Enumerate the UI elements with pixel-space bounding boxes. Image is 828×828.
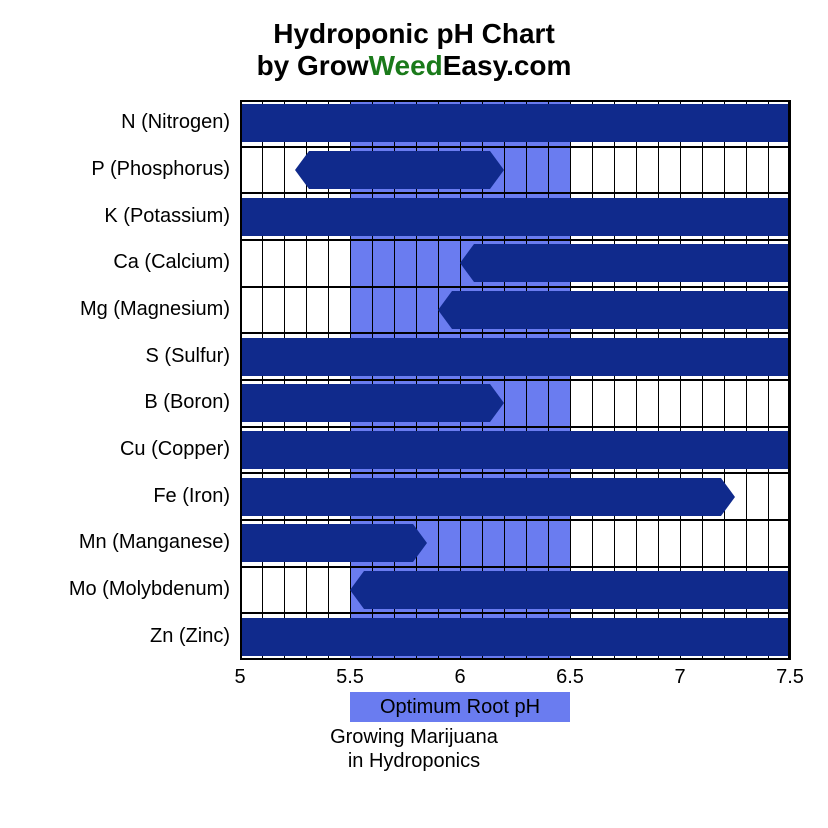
availability-bar xyxy=(240,338,790,376)
bar-cap-right xyxy=(490,151,504,189)
nutrient-row: Cu (Copper) xyxy=(240,427,790,474)
nutrient-label: Ca (Calcium) xyxy=(113,251,240,274)
nutrient-row: B (Boron) xyxy=(240,380,790,427)
row-border xyxy=(240,567,790,568)
nutrient-row: Mn (Manganese) xyxy=(240,520,790,567)
footer-line-2: in Hydroponics xyxy=(0,750,828,773)
row-border xyxy=(240,333,790,334)
row-border xyxy=(240,520,790,521)
nutrient-row: P (Phosphorus) xyxy=(240,147,790,194)
nutrient-label: B (Boron) xyxy=(144,391,240,414)
bar-cap-right xyxy=(490,384,504,422)
title-accent: Weed xyxy=(369,50,443,81)
nutrient-label: P (Phosphorus) xyxy=(91,158,240,181)
x-tick-label: 6 xyxy=(454,660,465,689)
availability-bar xyxy=(452,291,790,329)
optimum-band-label: Optimum Root pH xyxy=(350,692,570,722)
bar-cap-left xyxy=(460,244,474,282)
nutrient-label: S (Sulfur) xyxy=(146,345,240,368)
plot-area: 55.566.577.5N (Nitrogen)P (Phosphorus)K … xyxy=(240,100,790,660)
x-tick-label: 6.5 xyxy=(556,660,584,689)
title-line-1: Hydroponic pH Chart xyxy=(0,18,828,50)
availability-bar xyxy=(240,431,790,469)
footer-line-1: Growing Marijuana xyxy=(0,726,828,749)
title-suffix: Easy.com xyxy=(443,50,572,81)
availability-bar xyxy=(240,478,721,516)
availability-bar xyxy=(240,618,790,656)
nutrient-row: Mg (Magnesium) xyxy=(240,287,790,334)
gridline-major xyxy=(790,100,791,660)
row-border xyxy=(240,380,790,381)
nutrient-label: Mn (Manganese) xyxy=(79,531,240,554)
nutrient-row: Zn (Zinc) xyxy=(240,613,790,660)
row-border xyxy=(240,473,790,474)
row-border xyxy=(240,613,790,614)
ph-chart-page: Hydroponic pH Chart by GrowWeedEasy.com … xyxy=(0,0,828,828)
nutrient-row: Mo (Molybdenum) xyxy=(240,567,790,614)
x-tick-label: 5 xyxy=(234,660,245,689)
row-border xyxy=(240,659,790,660)
x-tick-label: 7 xyxy=(674,660,685,689)
row-border xyxy=(240,193,790,194)
x-tick-label: 7.5 xyxy=(776,660,804,689)
availability-bar xyxy=(240,384,490,422)
title-line-2: by GrowWeedEasy.com xyxy=(0,50,828,82)
bar-cap-left xyxy=(438,291,452,329)
chart-title: Hydroponic pH Chart by GrowWeedEasy.com xyxy=(0,18,828,82)
title-prefix: by Grow xyxy=(257,50,369,81)
nutrient-label: Fe (Iron) xyxy=(153,485,240,508)
bar-cap-left xyxy=(295,151,309,189)
row-border xyxy=(240,287,790,288)
availability-bar xyxy=(309,151,490,189)
nutrient-row: Ca (Calcium) xyxy=(240,240,790,287)
availability-bar xyxy=(474,244,790,282)
row-border xyxy=(240,100,790,101)
nutrient-row: N (Nitrogen) xyxy=(240,100,790,147)
nutrient-label: Mo (Molybdenum) xyxy=(69,578,240,601)
nutrient-label: Zn (Zinc) xyxy=(150,625,240,648)
row-border xyxy=(240,147,790,148)
bar-cap-left xyxy=(350,571,364,609)
bar-cap-right xyxy=(721,478,735,516)
availability-bar xyxy=(364,571,790,609)
nutrient-label: Mg (Magnesium) xyxy=(80,298,240,321)
nutrient-row: Fe (Iron) xyxy=(240,473,790,520)
x-tick-label: 5.5 xyxy=(336,660,364,689)
row-border xyxy=(240,240,790,241)
nutrient-row: S (Sulfur) xyxy=(240,333,790,380)
nutrient-label: Cu (Copper) xyxy=(120,438,240,461)
bar-cap-right xyxy=(413,524,427,562)
row-border xyxy=(240,427,790,428)
availability-bar xyxy=(240,198,790,236)
availability-bar xyxy=(240,524,413,562)
nutrient-label: K (Potassium) xyxy=(104,205,240,228)
nutrient-row: K (Potassium) xyxy=(240,193,790,240)
nutrient-label: N (Nitrogen) xyxy=(121,111,240,134)
availability-bar xyxy=(240,104,790,142)
